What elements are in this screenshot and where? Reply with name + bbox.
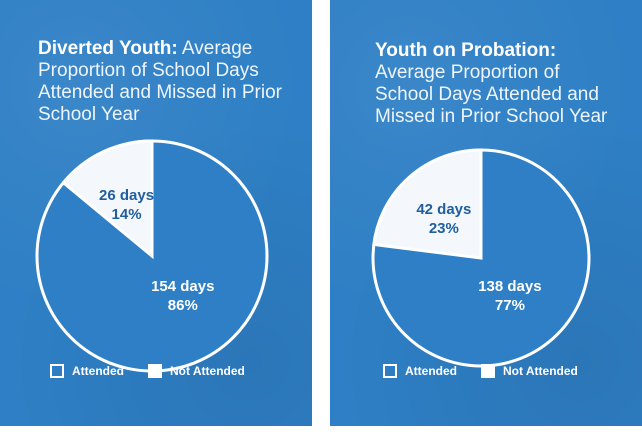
data-label-days-not-attended: 26 days <box>99 187 154 204</box>
legend-label-not-attended: Not Attended <box>503 364 578 378</box>
legend-label-attended: Attended <box>405 364 457 378</box>
chart-title: Youth on Probation: Average Proportion o… <box>375 40 615 128</box>
data-label-percent-not-attended: 14% <box>112 206 142 223</box>
pie-chart: 26 days 14% 154 days 86% <box>35 139 269 373</box>
legend-item-not-attended: Not Attended <box>148 364 245 378</box>
chart-title-rest: Average Proportion of School Days Attend… <box>375 62 608 127</box>
pie-chart: 42 days 23% 138 days 77% <box>371 148 591 368</box>
chart-title: Diverted Youth: Average Proportion of Sc… <box>38 38 288 126</box>
chart-title-bold: Youth on Probation: <box>375 40 557 61</box>
legend-swatch-attended <box>383 364 397 378</box>
legend-swatch-not-attended <box>148 364 162 378</box>
legend: Attended Not Attended <box>50 364 269 378</box>
legend: Attended Not Attended <box>383 364 602 378</box>
chart-title-bold: Diverted Youth: <box>38 38 178 59</box>
data-label-days-not-attended: 42 days <box>416 201 471 218</box>
data-label-days-attended: 138 days <box>478 278 541 295</box>
data-label-percent-attended: 77% <box>495 297 525 314</box>
legend-item-not-attended: Not Attended <box>481 364 578 378</box>
chart-title-rest: Average Proportion of School Days Attend… <box>38 38 282 125</box>
data-label-days-attended: 154 days <box>151 278 214 295</box>
legend-swatch-attended <box>50 364 64 378</box>
data-label-percent-attended: 86% <box>168 297 198 314</box>
legend-label-attended: Attended <box>72 364 124 378</box>
pie-slice-not-attended <box>61 139 154 260</box>
pie-slice-not-attended <box>372 148 483 260</box>
legend-item-attended: Attended <box>383 364 457 378</box>
legend-swatch-not-attended <box>481 364 495 378</box>
chart-panel-youth-on-probation: Youth on Probation: Average Proportion o… <box>330 0 642 426</box>
data-label-percent-not-attended: 23% <box>429 220 459 237</box>
legend-label-not-attended: Not Attended <box>170 364 245 378</box>
legend-item-attended: Attended <box>50 364 124 378</box>
chart-panel-diverted-youth: Diverted Youth: Average Proportion of Sc… <box>0 0 312 426</box>
